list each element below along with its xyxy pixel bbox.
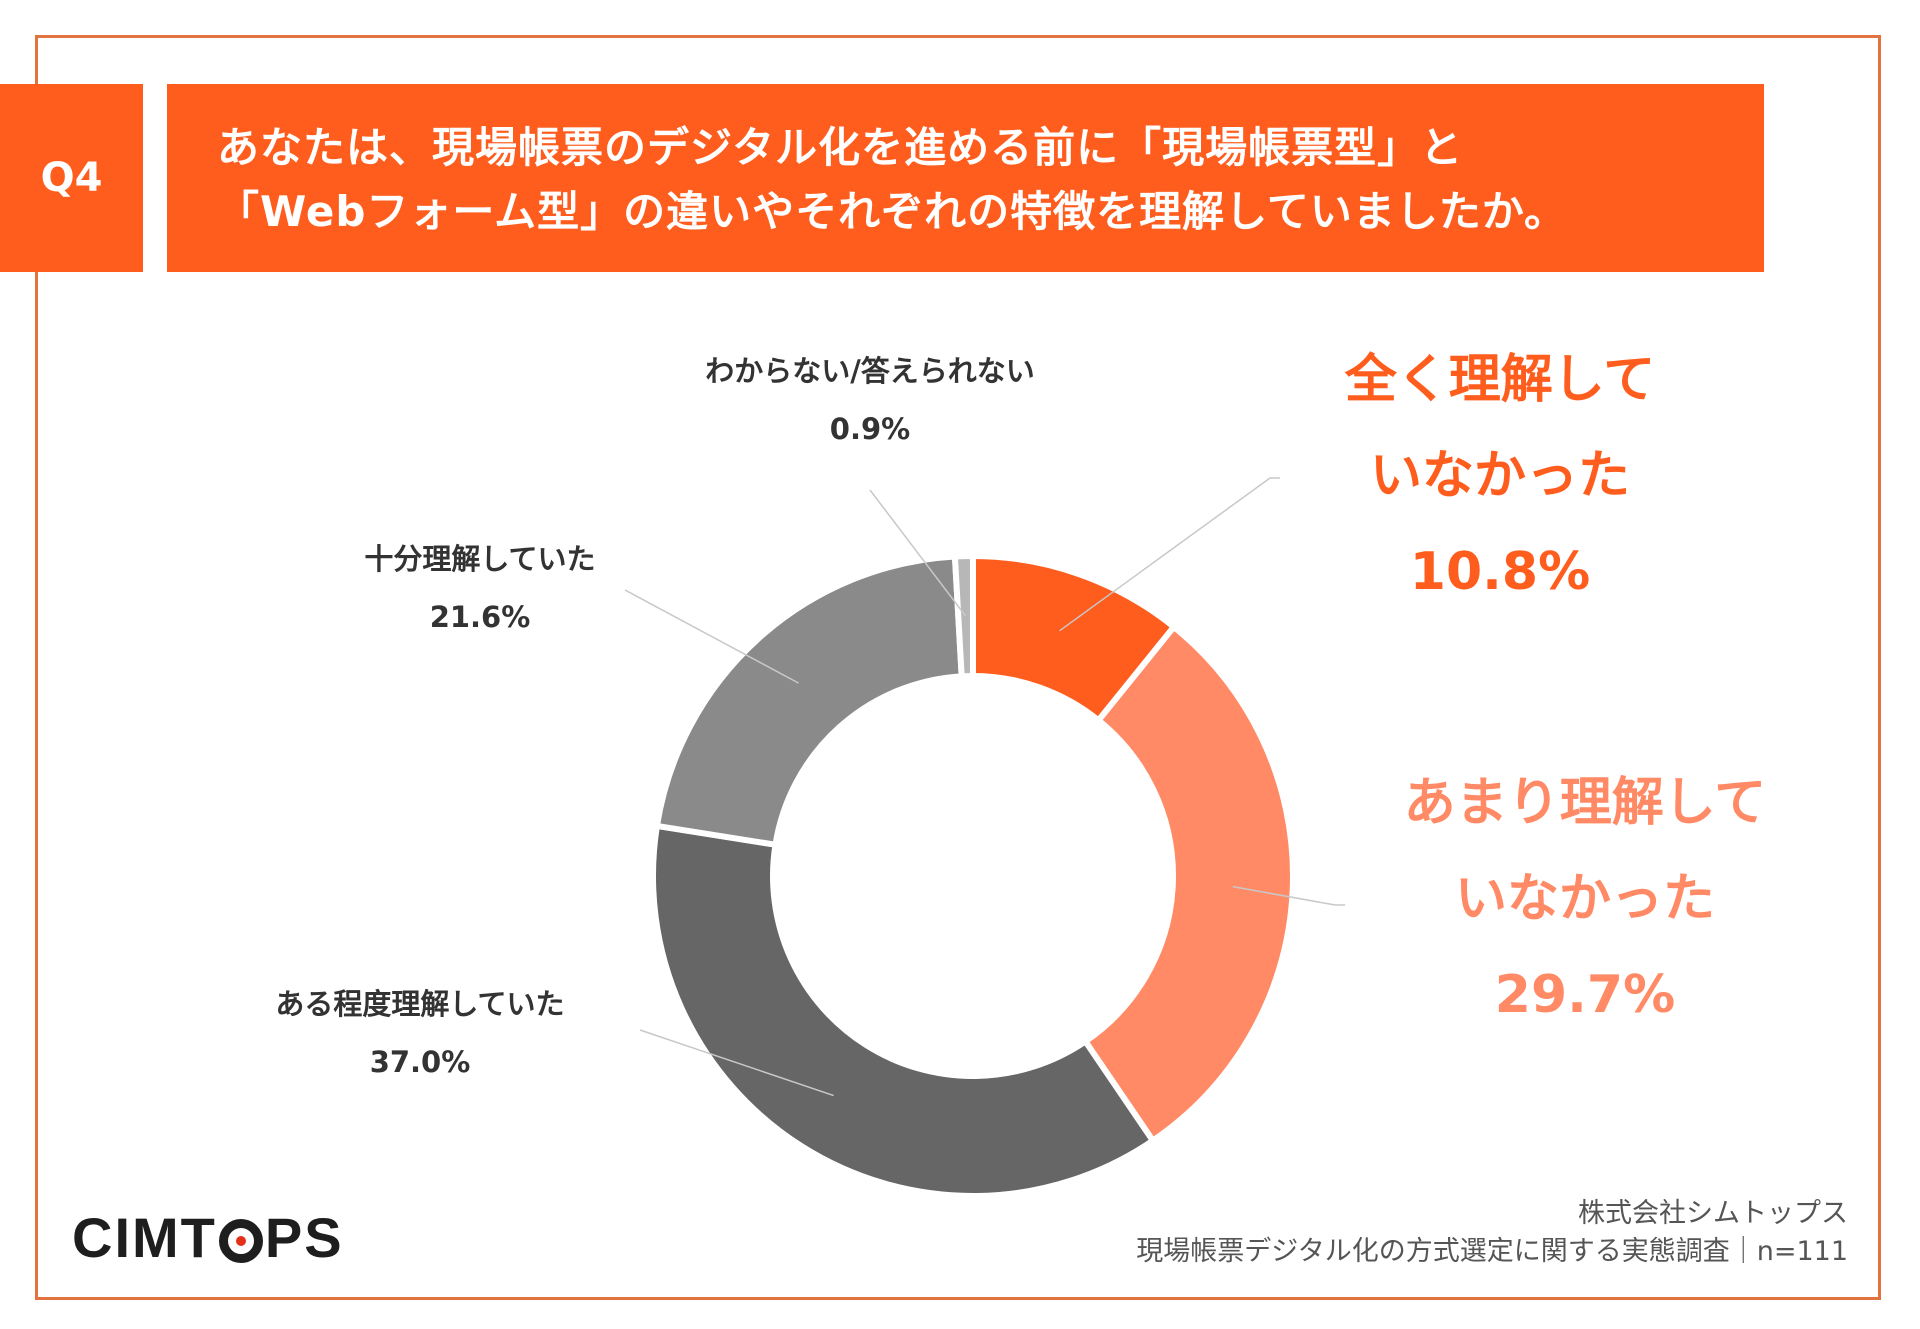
- leader-somewhat: [639, 1029, 834, 1097]
- logo-o-icon: [218, 1219, 263, 1263]
- label-not-much-line-2: いなかった: [1454, 869, 1715, 929]
- label-fully-text: 十分理解していた: [364, 542, 596, 576]
- leader-not-at-all: [1059, 477, 1280, 632]
- label-not-much-line-1: あまり理解して: [1403, 773, 1767, 833]
- label-somewhat-text: ある程度理解していた: [275, 987, 565, 1021]
- slice-unknown: [951, 552, 976, 680]
- slice-fully: [653, 553, 965, 849]
- cimtops-logo: CIMT PS: [72, 1206, 344, 1269]
- label-not-much: あまり理解して いなかった 29.7%: [1355, 755, 1815, 1043]
- question-badge: Q4: [0, 84, 143, 272]
- label-unknown-value: 0.9%: [829, 412, 911, 446]
- question-banner: あなたは、現場帳票のデジタル化を進める前に「現場帳票型」と 「Webフォーム型」…: [167, 84, 1764, 272]
- label-not-at-all-line-2: いなかった: [1369, 446, 1630, 506]
- question-line-2: 「Webフォーム型」の違いやそれぞれの特徴を理解していましたか。: [217, 187, 1568, 236]
- label-not-much-value: 29.7%: [1494, 965, 1676, 1025]
- source-note: 株式会社シムトップス 現場帳票デジタル化の方式選定に関する実態調査｜n=111: [1136, 1195, 1848, 1271]
- leader-unknown: [869, 489, 967, 617]
- leader-not-much: [1232, 885, 1345, 906]
- question-line-1: あなたは、現場帳票のデジタル化を進める前に「現場帳票型」と: [217, 123, 1464, 172]
- label-somewhat-value: 37.0%: [369, 1045, 471, 1079]
- slice-not-much: [1081, 622, 1296, 1145]
- label-unknown-text: わからない/答えられない: [705, 354, 1035, 388]
- label-not-at-all-value: 10.8%: [1409, 542, 1591, 602]
- outer-frame: [35, 35, 1881, 1300]
- source-company: 株式会社シムトップス: [1578, 1198, 1848, 1229]
- source-survey: 現場帳票デジタル化の方式選定に関する実態調査｜n=111: [1136, 1236, 1848, 1267]
- label-fully: 十分理解していた 21.6%: [290, 530, 670, 646]
- label-fully-value: 21.6%: [429, 600, 531, 634]
- label-somewhat: ある程度理解していた 37.0%: [220, 975, 620, 1091]
- leader-fully: [624, 589, 799, 684]
- label-not-at-all-line-1: 全く理解して: [1344, 350, 1656, 410]
- slice-somewhat: [650, 822, 1158, 1199]
- label-unknown: わからない/答えられない 0.9%: [650, 342, 1090, 458]
- label-not-at-all: 全く理解して いなかった 10.8%: [1290, 332, 1710, 620]
